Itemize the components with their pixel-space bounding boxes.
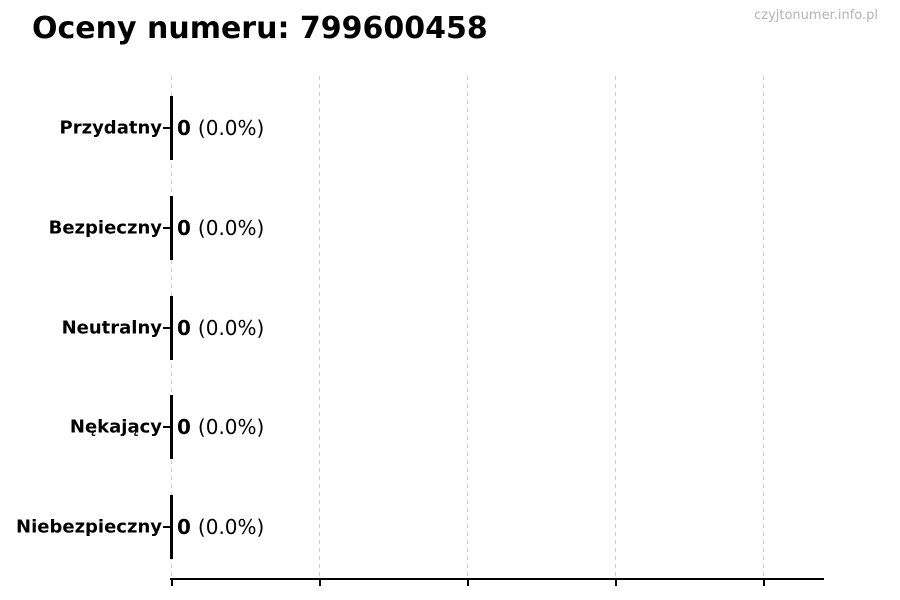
value-count: 0 [177,216,191,240]
category-label: Bezpieczny [48,217,162,239]
x-gridline [319,76,320,578]
y-tick [163,327,172,329]
x-axis-tick [615,580,617,586]
x-axis-tick [319,580,321,586]
value-label: 0 (0.0%) [177,316,264,340]
value-label: 0 (0.0%) [177,515,264,539]
zero-value-bar [170,196,173,260]
y-tick [163,227,172,229]
category-label: Nękający [69,416,162,438]
x-gridline [467,76,468,578]
bar-row: Nękający 0 (0.0%) [0,377,900,477]
bar-row: Bezpieczny 0 (0.0%) [0,178,900,278]
value-percent: (0.0%) [197,415,265,439]
zero-value-bar [170,96,173,160]
y-tick [163,526,172,528]
value-count: 0 [177,316,191,340]
category-label: Przydatny [59,117,162,139]
zero-value-bar [170,495,173,559]
value-label: 0 (0.0%) [177,216,264,240]
x-gridline [615,76,616,578]
x-axis-tick [171,580,173,586]
zero-value-bar [170,296,173,360]
category-label: Neutralny [61,317,162,339]
zero-value-bar [170,395,173,459]
value-percent: (0.0%) [197,116,265,140]
bar-row: Przydatny 0 (0.0%) [0,78,900,178]
y-tick [163,127,172,129]
bar-row: Neutralny 0 (0.0%) [0,278,900,378]
x-gridline [763,76,764,578]
value-label: 0 (0.0%) [177,116,264,140]
value-count: 0 [177,515,191,539]
x-axis-tick [763,580,765,586]
y-tick [163,426,172,428]
value-percent: (0.0%) [197,515,265,539]
value-percent: (0.0%) [197,216,265,240]
value-count: 0 [177,116,191,140]
category-label: Niebezpieczny [16,516,162,538]
x-axis-line [170,578,824,580]
value-label: 0 (0.0%) [177,415,264,439]
chart-title: Oceny numeru: 799600458 [32,11,488,46]
value-percent: (0.0%) [197,316,265,340]
watermark-site-label: czyjtonumer.info.pl [754,8,878,23]
bar-row: Niebezpieczny 0 (0.0%) [0,477,900,577]
value-count: 0 [177,415,191,439]
x-axis-tick [467,580,469,586]
